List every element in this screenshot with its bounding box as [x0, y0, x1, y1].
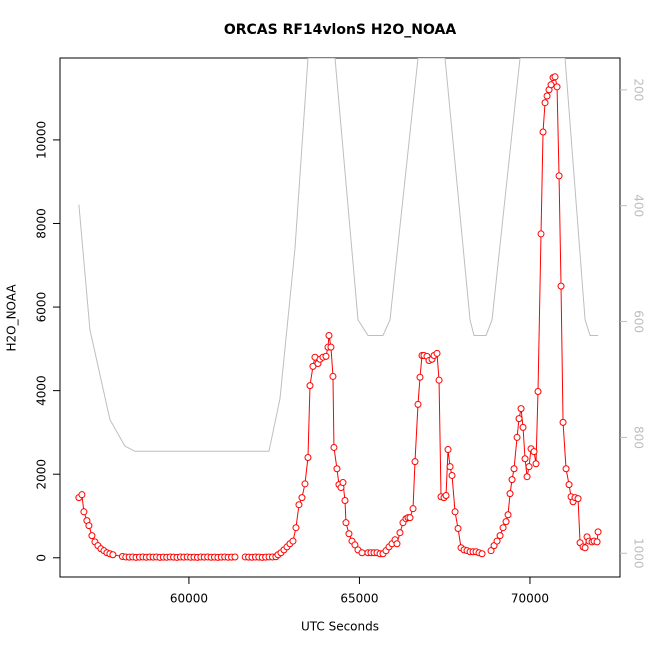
data-point [78, 491, 86, 499]
data-point [525, 463, 533, 471]
plot-area [75, 58, 602, 561]
y-axis-label: H2O_NOAA [5, 284, 19, 352]
data-point [530, 448, 538, 456]
data-point [521, 455, 529, 463]
pressure-line [78, 58, 599, 452]
data-point [502, 518, 510, 526]
data-point [330, 443, 338, 451]
data-point [301, 480, 309, 488]
data-point [519, 423, 527, 431]
data-point [85, 522, 93, 530]
data-point [517, 405, 525, 413]
y2-tick-label: 800 [632, 426, 646, 449]
data-point [508, 476, 516, 484]
data-point [553, 83, 561, 91]
y2-tick-label: 400 [632, 194, 646, 217]
data-point [109, 551, 117, 559]
data-point [304, 453, 312, 461]
data-point [551, 73, 559, 81]
data-point [446, 463, 454, 471]
data-point [322, 352, 330, 360]
chart-title: ORCAS RF14vlonS H2O_NOAA [224, 22, 456, 38]
data-point [342, 519, 350, 527]
data-point [581, 544, 589, 552]
data-point [292, 524, 300, 532]
data-point [532, 460, 540, 468]
y-tick-label: 6000 [35, 292, 49, 323]
y-tick-label: 0 [35, 554, 49, 562]
data-point [574, 495, 582, 503]
x-tick-label: 60000 [170, 592, 208, 606]
data-point [513, 433, 521, 441]
data-point [510, 465, 518, 473]
y-tick-label: 4000 [35, 375, 49, 406]
data-point [393, 540, 401, 548]
data-point [295, 501, 303, 509]
data-point [396, 529, 404, 537]
y2-tick-label: 200 [632, 78, 646, 101]
data-point [289, 537, 297, 545]
data-point [515, 415, 523, 423]
data-point [325, 331, 333, 339]
data-point [496, 532, 504, 540]
data-point [562, 465, 570, 473]
data-point [88, 532, 96, 540]
data-point [454, 525, 462, 533]
data-point [506, 490, 514, 498]
data-point [435, 376, 443, 384]
data-point [594, 528, 602, 536]
y-tick-label: 10000 [35, 121, 49, 159]
data-point [345, 530, 353, 538]
data-point [541, 99, 549, 107]
y2-tick-label: 600 [632, 310, 646, 333]
x-tick-label: 65000 [340, 592, 378, 606]
data-point [499, 524, 507, 532]
data-point [559, 418, 567, 426]
data-point [557, 282, 565, 290]
data-point [80, 508, 88, 516]
data-point [442, 492, 450, 500]
data-point [327, 343, 335, 351]
data-point [433, 349, 441, 357]
data-point [298, 494, 306, 502]
data-point [493, 537, 501, 545]
data-point [565, 481, 573, 489]
y-tick-label: 8000 [35, 208, 49, 239]
data-point [358, 549, 366, 557]
data-point [339, 479, 347, 487]
y-tick-label: 2000 [35, 459, 49, 490]
data-point [523, 473, 531, 481]
data-point [547, 81, 555, 89]
data-point [478, 550, 486, 558]
data-point [448, 471, 456, 479]
data-point [231, 553, 239, 561]
data-point [414, 400, 422, 408]
data-point [534, 387, 542, 395]
data-point [341, 497, 349, 505]
data-point [451, 508, 459, 516]
data-point [411, 458, 419, 466]
data-point [593, 538, 601, 546]
data-point [309, 362, 317, 370]
data-point [406, 514, 414, 522]
x-tick-label: 70000 [511, 592, 549, 606]
data-point [306, 382, 314, 390]
data-point [504, 511, 512, 519]
data-point [329, 372, 337, 380]
data-point [539, 128, 547, 136]
data-point [351, 541, 359, 549]
data-point [537, 230, 545, 238]
data-point [543, 92, 551, 100]
x-axis-label: UTC Seconds [301, 620, 379, 634]
data-point [416, 373, 424, 381]
y2-tick-label: 1000 [632, 538, 646, 569]
data-point [444, 446, 452, 454]
data-point [555, 172, 563, 180]
data-point [409, 505, 417, 513]
data-point [333, 465, 341, 473]
data-point [487, 547, 495, 555]
